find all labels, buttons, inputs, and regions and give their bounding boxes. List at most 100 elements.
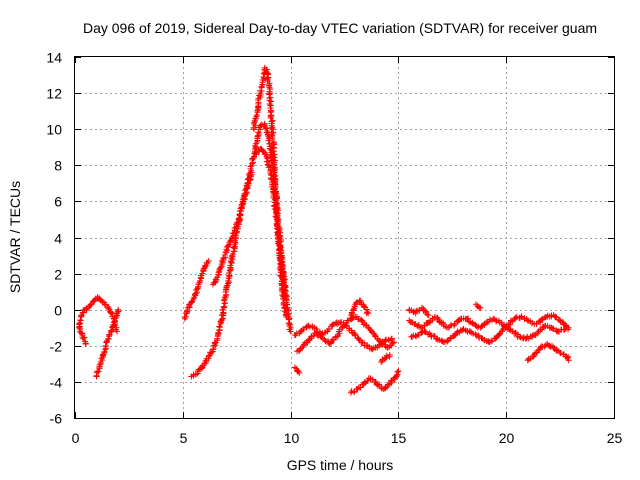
data-point-fill [95, 368, 102, 375]
data-point-fill [254, 107, 261, 114]
data-point-fill [306, 336, 313, 343]
data-point-fill [383, 352, 390, 359]
data-point-fill [223, 283, 230, 290]
data-point-fill [81, 334, 88, 341]
y-tick-label: 12 [46, 86, 62, 102]
data-point [425, 312, 432, 319]
x-axis-label: GPS time / hours [287, 457, 394, 473]
data-point-fill [211, 279, 218, 286]
data-point-fill [270, 148, 277, 155]
data-point-fill [280, 276, 287, 283]
data-point-fill [250, 155, 257, 162]
data-point-fill [272, 199, 279, 206]
data-point-fill [475, 332, 482, 339]
data-point-fill [388, 336, 395, 343]
data-point-fill [227, 265, 234, 272]
data-point-fill [472, 331, 479, 338]
y-tick-label: 10 [46, 122, 62, 138]
y-tick-label: 0 [54, 303, 62, 319]
data-point-fill [465, 318, 472, 325]
data-point [395, 368, 402, 375]
x-tick-labels: 0 5 10 15 20 25 [72, 430, 623, 446]
data-point-fill [230, 244, 237, 251]
data-point [447, 335, 454, 342]
data-point-fill [260, 73, 267, 80]
data-point-fill [108, 327, 115, 334]
data-point-fill [282, 305, 289, 312]
data-point-fill [389, 340, 396, 347]
data-point-fill [364, 308, 371, 315]
y-tick-label: -6 [50, 411, 63, 427]
data-point-fill [487, 338, 494, 345]
y-tick-label: -4 [50, 375, 63, 391]
data-point-fill [247, 163, 254, 170]
data-point-fill [208, 349, 215, 356]
data-point-fill [554, 347, 561, 354]
data-point-fill [96, 361, 103, 368]
data-point-fill [241, 193, 248, 200]
data-point [205, 257, 212, 264]
data-point [563, 322, 570, 329]
data-point-fill [268, 176, 275, 183]
data-point [386, 351, 393, 358]
data-point-fill [278, 247, 285, 254]
y-tick-label: 2 [54, 267, 62, 283]
data-point [283, 295, 290, 302]
data-point-fill [225, 275, 232, 282]
data-point-fill [236, 211, 243, 218]
data-point-fill [350, 306, 357, 313]
data-point-fill [413, 333, 420, 340]
data-point-fill [88, 301, 95, 308]
axis-ticks [75, 57, 615, 419]
x-tick-label: 10 [284, 430, 300, 446]
data-point-fill [393, 372, 400, 379]
data-point [114, 328, 121, 335]
data-point [477, 304, 484, 311]
y-tick-label: 4 [54, 231, 62, 247]
data-point-fill [216, 324, 223, 331]
y-tick-labels: -6 -4 -2 0 2 4 6 8 10 12 14 [46, 50, 62, 427]
data-point [283, 313, 290, 320]
data-point-fill [221, 300, 228, 307]
data-point [82, 340, 89, 347]
data-point [257, 122, 264, 129]
data-point-fill [297, 328, 304, 335]
data-point-fill [98, 355, 105, 362]
data-point-fill [557, 349, 564, 356]
data-point [270, 144, 277, 151]
data-point-fill [348, 329, 355, 336]
data-point-fill [486, 339, 493, 346]
data-point-fill [275, 230, 282, 237]
data-point [378, 359, 385, 366]
data-point-fill [550, 325, 557, 332]
data-point-fill [246, 170, 253, 177]
data-point-fill [465, 315, 472, 322]
grid [75, 57, 614, 418]
data-point-fill [220, 303, 227, 310]
data-points [76, 64, 572, 396]
data-point-fill [113, 313, 120, 320]
data-point [388, 335, 395, 342]
x-tick-label: 20 [499, 430, 515, 446]
data-point-fill [217, 264, 224, 271]
data-point [76, 324, 83, 331]
chart-title: Day 096 of 2019, Sidereal Day-to-day VTE… [83, 20, 597, 36]
data-point-fill [530, 353, 537, 360]
data-point-fill [216, 323, 223, 330]
data-point-fill [79, 310, 86, 317]
data-point [391, 339, 398, 346]
data-point-fill [264, 131, 271, 138]
data-point [222, 248, 229, 255]
data-point [565, 357, 572, 364]
data-point-fill [285, 319, 292, 326]
x-tick-label: 25 [607, 430, 623, 446]
data-point-fill [225, 242, 232, 249]
data-point-fill [77, 316, 84, 323]
data-point-fill [210, 345, 217, 352]
data-point-fill [239, 196, 246, 203]
data-point [287, 328, 294, 335]
data-point-fill [286, 315, 293, 322]
data-point-fill [469, 330, 476, 337]
data-point-fill [424, 311, 431, 318]
